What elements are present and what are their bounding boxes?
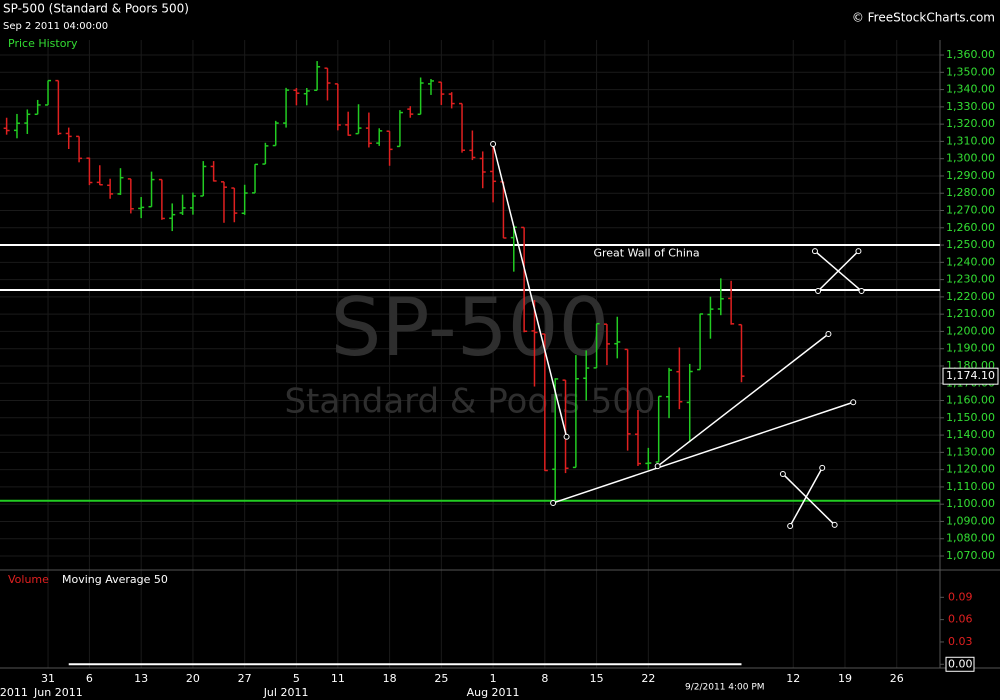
- y-tick-label: 0.09: [948, 590, 973, 603]
- y-tick-label: 1,160.00: [946, 394, 995, 407]
- watermark-subtitle: Standard & Poors 500: [284, 382, 655, 422]
- y-tick-label: 1,250.00: [946, 238, 995, 251]
- x-tick-label: 22: [641, 672, 655, 685]
- y-tick-label: 1,260.00: [946, 221, 995, 234]
- y-tick-label: 1,240.00: [946, 255, 995, 268]
- x-tick-label: 19: [838, 672, 852, 685]
- value-box: [945, 656, 975, 672]
- x-tick-label: 13: [134, 672, 148, 685]
- y-tick-label: 1,350.00: [946, 65, 995, 78]
- trend-point: [563, 433, 570, 440]
- trend-point: [850, 399, 857, 406]
- y-tick-label: 1,360.00: [946, 48, 995, 61]
- trend-line: [657, 333, 829, 467]
- y-tick-label: 1,340.00: [946, 83, 995, 96]
- y-tick-label: 1,090.00: [946, 514, 995, 527]
- trend-point: [858, 288, 865, 295]
- trend-point: [779, 470, 786, 477]
- x-tick-label: 27: [238, 672, 252, 685]
- y-tick-label: 1,320.00: [946, 117, 995, 130]
- trend-point: [550, 499, 557, 506]
- month-label: Jul 2011: [263, 686, 309, 699]
- y-tick-label: 1,140.00: [946, 428, 995, 441]
- x-tick-label: 15: [590, 672, 604, 685]
- last-value-label: 1,174.10: [946, 369, 995, 382]
- y-tick-label: 0.03: [948, 635, 973, 648]
- y-tick-label: 1,270.00: [946, 204, 995, 217]
- y-tick-label: 1,210.00: [946, 307, 995, 320]
- trend-line: [552, 401, 854, 504]
- trend-point: [825, 331, 832, 338]
- trend-line: [817, 250, 859, 292]
- trend-point: [654, 463, 661, 470]
- y-tick-label: 1,330.00: [946, 100, 995, 113]
- y-tick-label: 1,150.00: [946, 411, 995, 424]
- y-tick-label: 0.00: [948, 657, 973, 670]
- y-tick-label: 1,110.00: [946, 480, 995, 493]
- y-tick-label: 1,230.00: [946, 273, 995, 286]
- y-tick-label: 1,300.00: [946, 152, 995, 165]
- watermark-group: SP-500 Standard & Poors 500: [284, 281, 655, 422]
- chart-title: SP-500 (Standard & Poors 500): [3, 2, 189, 16]
- x-tick-label: 8: [541, 672, 548, 685]
- x-tick-label: 18: [383, 672, 397, 685]
- month-label: 2011: [0, 686, 28, 699]
- x-tick-label: 1: [490, 672, 497, 685]
- y-tick-label: 1,120.00: [946, 463, 995, 476]
- trend-point: [815, 288, 822, 295]
- trend-line: [492, 143, 568, 437]
- y-tick-label: 1,280.00: [946, 186, 995, 199]
- trend-line: [782, 473, 836, 526]
- y-tick-label: 0.06: [948, 613, 973, 626]
- last-value-box: [942, 367, 999, 385]
- chart-subtitle: Sep 2 2011 04:00:00: [3, 21, 108, 32]
- trend-point: [811, 248, 818, 255]
- trend-point: [819, 464, 826, 471]
- y-tick-label: 1,200.00: [946, 324, 995, 337]
- cursor-label: 9/2/2011 4:00 PM: [685, 683, 765, 693]
- legend-label: Price History: [8, 37, 78, 50]
- trend-point: [831, 521, 838, 528]
- month-label: Jun 2011: [33, 686, 83, 699]
- x-tick-label: 25: [434, 672, 448, 685]
- trend-point: [787, 522, 794, 529]
- trend-point: [855, 248, 862, 255]
- x-tick-label: 5: [293, 672, 300, 685]
- source: © FreeStockCharts.com: [852, 11, 995, 25]
- annotation: Great Wall of China: [593, 247, 699, 260]
- y-tick-label: 1,100.00: [946, 497, 995, 510]
- legend-entry: Moving Average 50: [62, 573, 168, 586]
- y-tick-label: 1,190.00: [946, 342, 995, 355]
- y-tick-label: 1,220.00: [946, 290, 995, 303]
- x-tick-label: 31: [41, 672, 55, 685]
- x-tick-label: 11: [331, 672, 345, 685]
- x-tick-label: 6: [86, 672, 93, 685]
- x-tick-label: 26: [890, 672, 904, 685]
- trend-point: [490, 140, 497, 147]
- x-tick-label: 12: [786, 672, 800, 685]
- y-tick-label: 1,080.00: [946, 532, 995, 545]
- y-tick-label: 1,310.00: [946, 134, 995, 147]
- volume-title: Volume: [8, 573, 49, 586]
- month-label: Aug 2011: [467, 686, 520, 699]
- watermark: SP-500: [331, 281, 610, 374]
- trend-line: [789, 467, 823, 527]
- y-tick-label: 1,070.00: [946, 549, 995, 562]
- x-tick-label: 20: [186, 672, 200, 685]
- y-tick-label: 1,130.00: [946, 445, 995, 458]
- y-tick-label: 1,290.00: [946, 169, 995, 182]
